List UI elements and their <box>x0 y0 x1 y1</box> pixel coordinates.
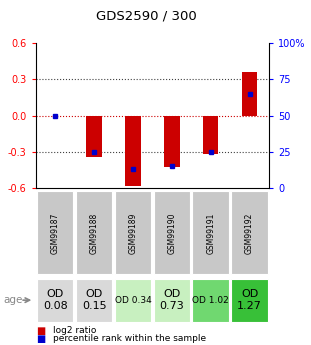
Text: GSM99190: GSM99190 <box>167 212 176 254</box>
Text: OD 0.34: OD 0.34 <box>114 296 151 305</box>
Bar <box>164 116 180 168</box>
Bar <box>37 191 73 274</box>
Bar <box>115 191 151 274</box>
Bar <box>193 191 229 274</box>
Bar <box>193 279 229 322</box>
Text: GSM99187: GSM99187 <box>51 212 60 254</box>
Bar <box>242 72 258 116</box>
Bar <box>86 116 102 157</box>
Text: GDS2590 / 300: GDS2590 / 300 <box>96 9 197 22</box>
Text: age: age <box>3 295 22 305</box>
Bar <box>115 279 151 322</box>
Bar <box>154 191 190 274</box>
Text: OD
1.27: OD 1.27 <box>237 289 262 311</box>
Text: GSM99191: GSM99191 <box>206 212 215 254</box>
Text: OD
0.15: OD 0.15 <box>82 289 106 311</box>
Text: ■: ■ <box>36 334 45 344</box>
Bar <box>203 116 218 154</box>
Text: percentile rank within the sample: percentile rank within the sample <box>53 334 206 343</box>
Text: OD
0.73: OD 0.73 <box>160 289 184 311</box>
Text: GSM99188: GSM99188 <box>90 212 99 254</box>
Text: OD 1.02: OD 1.02 <box>192 296 229 305</box>
Bar <box>37 279 73 322</box>
Bar <box>76 279 112 322</box>
Text: GSM99189: GSM99189 <box>128 212 137 254</box>
Text: GSM99192: GSM99192 <box>245 212 254 254</box>
Text: log2 ratio: log2 ratio <box>53 326 96 335</box>
Text: OD
0.08: OD 0.08 <box>43 289 67 311</box>
Bar <box>76 191 112 274</box>
Bar <box>231 191 268 274</box>
Bar <box>125 116 141 186</box>
Text: ■: ■ <box>36 326 45 335</box>
Bar <box>154 279 190 322</box>
Bar <box>231 279 268 322</box>
